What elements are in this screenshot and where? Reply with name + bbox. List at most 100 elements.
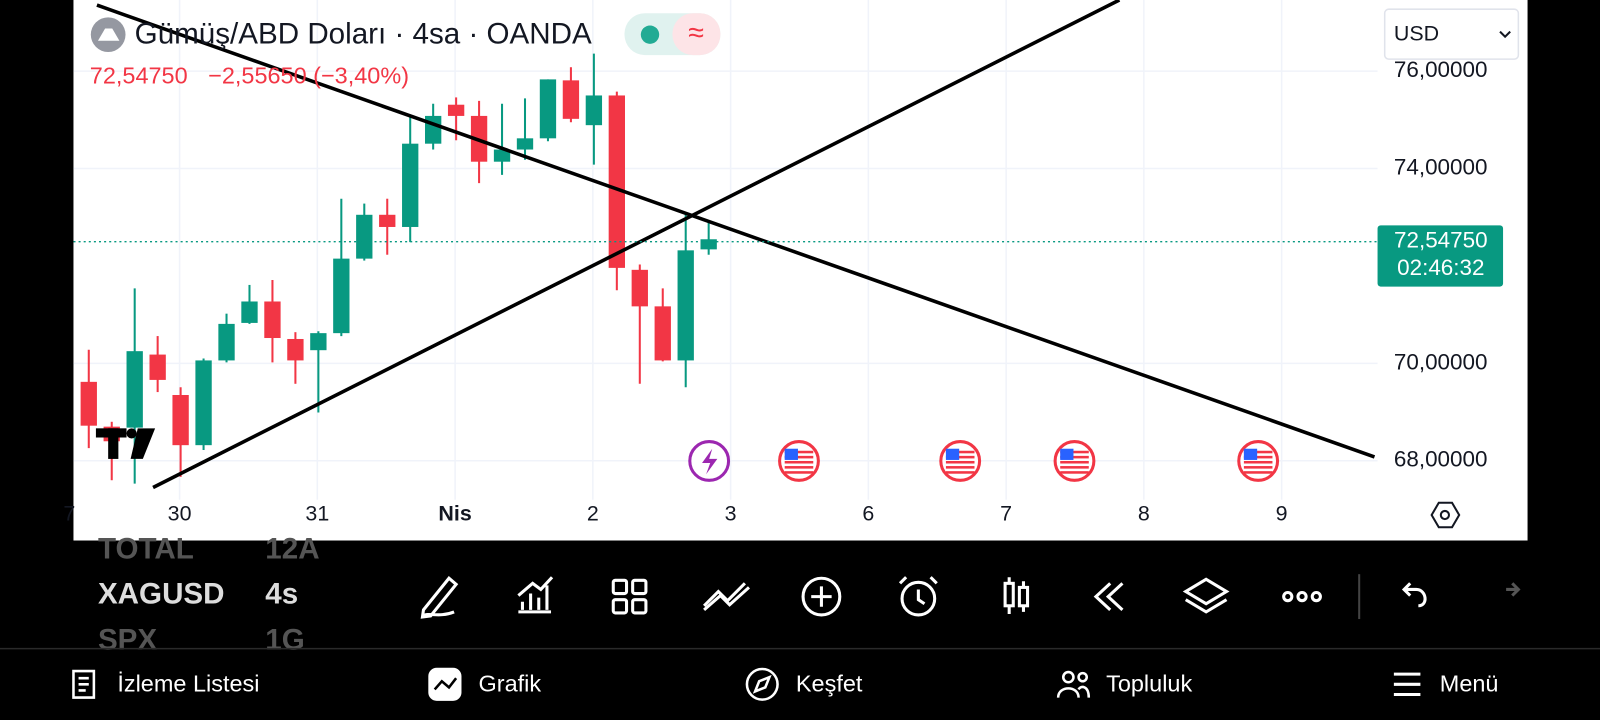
flag-stripe [784,471,814,474]
event-icons [688,440,1280,482]
flag-stripe [1243,460,1273,464]
candle-body [585,95,603,126]
x-tick-label: 31 [305,502,329,526]
market-open-dot [640,25,660,44]
flag-stripe [1060,460,1089,464]
y-tick-label: 70,00000 [1394,349,1488,374]
tv-logo [95,428,156,459]
flag-stripe [1060,471,1089,474]
community-icon [1056,685,1091,698]
alert-tool[interactable] [898,576,938,617]
watch-symbol: SPX [98,623,157,656]
bottom-nav: İzleme Listesi Grafik Keşfet Topluluk Menü [72,667,1499,701]
flag-canton [945,448,960,460]
watchlist-icon [72,669,96,699]
candle-body [493,149,511,162]
x-tick-label: 3 [725,502,737,526]
nav-item[interactable]: İzleme Listesi [117,671,259,697]
symbol-icon-shape [97,28,120,41]
candle-body [700,239,717,250]
candle-body [310,333,327,351]
candle-body [195,360,212,446]
candle-body [149,354,166,380]
watch-symbol: XAGUSD [98,577,225,610]
toolbar [420,576,1521,619]
nav-item[interactable]: Menü [1440,671,1499,697]
candle-body [516,138,534,150]
currency-text: USD [1394,21,1439,45]
flag-canton [784,448,798,460]
candle-body [539,79,557,139]
trend-line [96,3,1376,459]
candle-body [608,95,625,268]
nav-item[interactable]: Grafik [479,671,542,697]
replay-bars[interactable] [1003,577,1030,614]
more-tool[interactable] [1282,590,1322,603]
candle-body [287,338,304,361]
layout-tool[interactable] [611,578,648,615]
symbol-title: Gümüş/ABD Doları · 4sa · OANDA [135,18,592,51]
x-tick-label: 2 [587,502,599,526]
explore-needle [752,674,772,694]
grid: 68,00000 70,00000 74,00000 76,00000 7 30 31 Nis… [63,0,1487,526]
nav-item[interactable]: Keşfet [796,671,863,697]
price-label-box [1377,225,1504,287]
x-tick-label: 6 [862,502,874,526]
candle-body [126,351,143,428]
flag-stripe [1060,466,1089,469]
trend-tool[interactable] [702,582,751,612]
flag-stripe [945,460,975,464]
candle-body [80,381,97,426]
flag-stripe [945,466,975,469]
trend-line [152,0,1121,490]
candles [80,53,717,484]
candle-body [562,80,580,119]
candle-body [264,301,281,339]
watch-interval: 4s [265,577,298,610]
flag-stripe [945,455,975,459]
candle-body [425,115,442,144]
flag-canton [1060,448,1074,460]
x-tick-label: 7 [63,502,75,526]
currency-select[interactable] [1383,8,1520,60]
price-label: 72,54750 [1394,228,1488,253]
y-tick-label: 68,00000 [1394,447,1488,472]
status-pill-half [672,13,721,56]
candle-body [631,269,648,307]
layers-tool[interactable] [1182,577,1230,614]
y-tick-label: 76,00000 [1394,57,1488,82]
flag-stripe [945,471,975,474]
flag-stripe [1060,455,1089,459]
flag-stripe [784,455,814,459]
draw-tool[interactable] [420,576,459,619]
candle-body [677,250,694,361]
settings-icon[interactable] [1430,501,1461,529]
flag-stripe [784,450,814,454]
flag-stripe [1243,450,1273,454]
flag-stripe [1243,466,1273,469]
candle-body [356,214,373,259]
chart-icon-line [433,677,458,691]
add-tool[interactable] [801,576,842,617]
explore-icon [745,667,779,701]
wave-icon: ≈ [688,17,704,49]
candle-body [654,306,671,361]
indicators-tool[interactable] [517,576,554,614]
watch-interval: 1G [265,623,304,656]
nav-item[interactable]: Topluluk [1106,671,1192,697]
community-head [1061,670,1075,684]
countdown: 02:46:32 [1397,255,1484,280]
x-tick-label: 9 [1276,502,1288,526]
select-caret [1499,30,1511,39]
x-tick-label: Nis [438,502,471,526]
redo-tool[interactable] [1506,582,1521,597]
candle-body [447,104,465,116]
undo-tool[interactable] [1401,582,1427,608]
x-tick-label: 8 [1138,502,1150,526]
rewind-tool[interactable] [1093,582,1124,611]
candle-body [172,395,189,446]
flag-stripe [784,460,814,464]
price-change: −2,55650 (−3,40%) [208,63,409,89]
